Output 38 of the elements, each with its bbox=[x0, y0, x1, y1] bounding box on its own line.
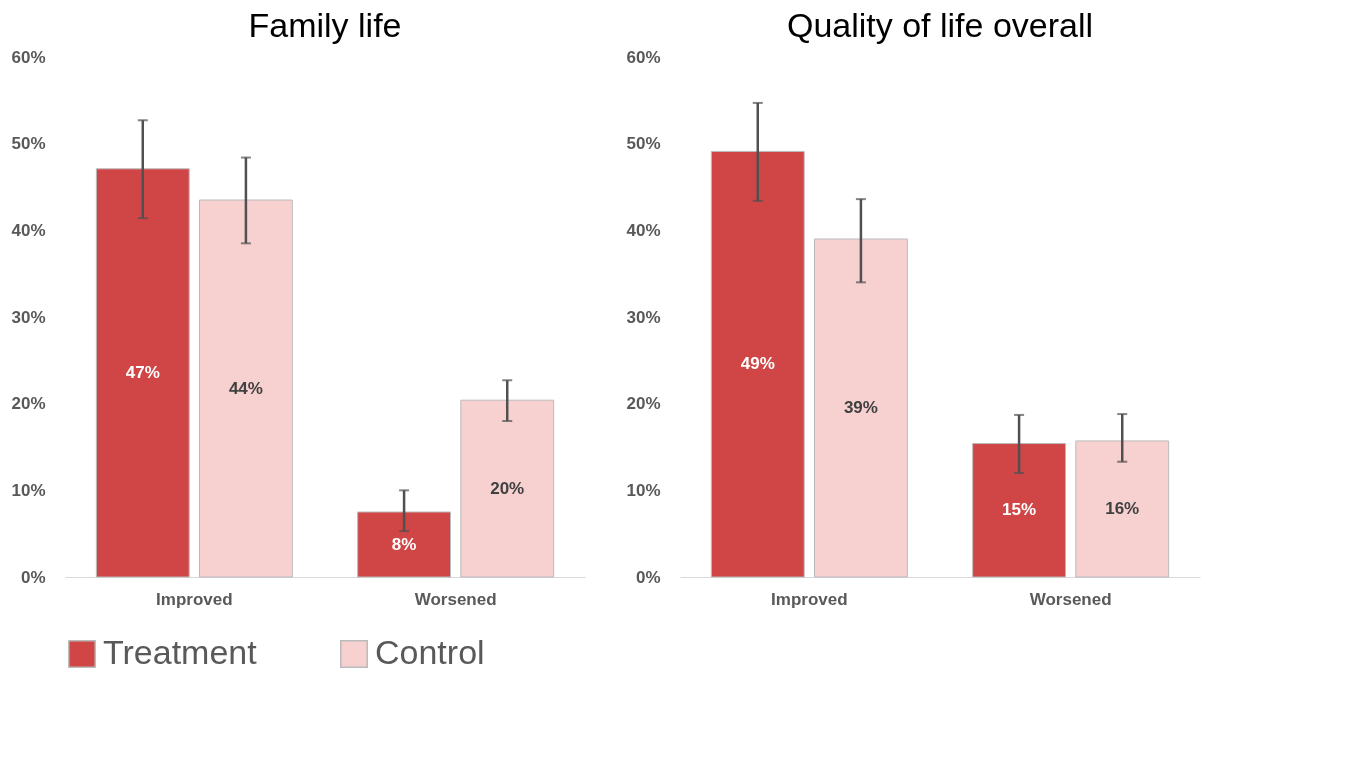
data-label: 39% bbox=[843, 398, 878, 417]
y-tick-label: 20% bbox=[11, 394, 46, 414]
x-tick-label: Worsened bbox=[414, 589, 497, 609]
y-tick-label: 50% bbox=[626, 134, 661, 154]
y-tick-label: 10% bbox=[626, 480, 661, 500]
y-tick-label: 60% bbox=[11, 47, 46, 67]
y-tick-label: 10% bbox=[11, 480, 46, 500]
data-label: 16% bbox=[1105, 498, 1140, 518]
bar bbox=[710, 150, 805, 578]
bar bbox=[460, 399, 555, 578]
data-label: 8% bbox=[391, 534, 417, 554]
x-tick-label: Worsened bbox=[1029, 589, 1112, 609]
bar bbox=[972, 443, 1066, 578]
bar bbox=[199, 199, 293, 578]
x-tick-label: Improved bbox=[771, 589, 848, 609]
y-tick-label: 30% bbox=[626, 307, 661, 327]
data-label: 20% bbox=[490, 478, 525, 498]
y-tick-label: 50% bbox=[11, 134, 46, 154]
bar bbox=[95, 168, 190, 578]
y-tick-label: 40% bbox=[626, 220, 661, 240]
y-tick-label: 40% bbox=[11, 220, 46, 240]
bar bbox=[357, 511, 451, 578]
data-label: 44% bbox=[228, 378, 263, 398]
data-label: 15% bbox=[1002, 500, 1037, 520]
y-tick-label: 60% bbox=[626, 47, 661, 67]
data-label: 49% bbox=[740, 354, 775, 374]
y-tick-label: 30% bbox=[11, 307, 46, 327]
legend-label: Treatment bbox=[103, 633, 258, 671]
data-label: 47% bbox=[125, 362, 160, 382]
y-tick-label: 0% bbox=[20, 567, 46, 587]
x-tick-label: Improved bbox=[156, 589, 233, 609]
y-tick-label: 20% bbox=[626, 394, 661, 414]
y-tick-label: 0% bbox=[635, 567, 661, 587]
chart-title: Quality of life overall bbox=[786, 6, 1094, 44]
legend-label: Control bbox=[375, 633, 485, 671]
bar bbox=[1075, 440, 1170, 578]
chart-title: Family life bbox=[248, 6, 402, 44]
bar bbox=[814, 238, 908, 578]
